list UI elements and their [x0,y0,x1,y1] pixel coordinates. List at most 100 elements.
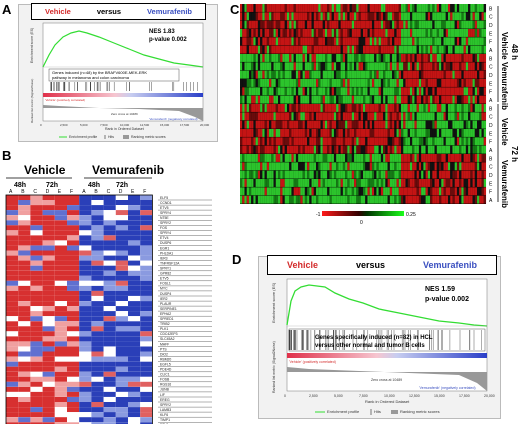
heatmap-c-cell [244,87,247,96]
heatmap-c-cell [369,29,372,37]
heatmap-c-cell [383,137,386,146]
heatmap-c-cell [430,37,433,46]
heatmap-c-cell [371,37,375,46]
heatmap-c-cell [425,112,428,121]
heatmap-c-cell [392,112,395,121]
heatmap-b-vemurafenib: Vemurafenib [92,163,164,177]
heatmap-c-cell [360,62,364,71]
heatmap-c-cell [351,187,355,196]
heatmap-c-cell [481,87,484,96]
heatmap-c-cell [459,145,462,154]
heatmap-c-cell [262,170,265,179]
heatmap-c-cell [275,54,279,62]
heatmap-c-cell [351,195,355,204]
heatmap-c-cell [291,170,294,179]
heatmap-b-gene-label: KLF6 [160,413,168,417]
heatmap-b-cell [42,397,55,402]
heatmap-c-cell [445,120,449,129]
heatmap-c-cell [345,87,348,96]
gsea-a-pos-label: 'Vehicle' (positively correlated) [45,98,85,102]
heatmap-c-cell [262,137,265,146]
heatmap-c-cell [371,137,375,146]
heatmap-b-cell [103,225,116,231]
heatmap-c-cell [418,12,422,21]
heatmap-c-row-letter: F [489,40,492,46]
heatmap-c-cell [389,179,393,187]
heatmap-b-cell [30,240,43,246]
heatmap-c-cell [465,170,469,179]
heatmap-b-cell [79,200,92,205]
heatmap-c-cell [371,120,375,129]
heatmap-c-cell [282,45,285,54]
heatmap-b-cell [103,275,116,281]
heatmap-c-cell [447,70,451,79]
heatmap-c-cell [472,79,475,87]
heatmap-b-cell [42,240,55,246]
heatmap-c-cell [347,120,350,129]
heatmap-c-cell [445,195,449,204]
heatmap-b-veh-48h: 48h [14,182,26,189]
heatmap-c-cell [441,29,444,37]
heatmap-c-cell [454,12,457,21]
heatmap-c-cell [360,145,364,154]
heatmap-c-cell [434,37,437,46]
heatmap-c-cell [300,104,303,112]
heatmap-c-cell [481,79,484,87]
heatmap-c-cell [246,37,249,46]
heatmap-c-cell [284,95,288,104]
heatmap-c-cell [439,120,442,129]
heatmap-c-cell [309,129,312,137]
heatmap-b-cell [67,422,80,424]
heatmap-c-cell [434,79,437,87]
gsea-d-hits [288,330,482,350]
heatmap-b-cell [91,235,104,241]
heatmap-c-cell [340,20,343,29]
heatmap-c-cell [302,179,305,187]
heatmap-c-cell [454,112,457,121]
heatmap-c-cell [378,129,381,137]
heatmap-c-cell [331,179,334,187]
heatmap-c-cell [333,162,337,171]
heatmap-b-gene-label: DUSP4 [160,292,171,296]
heatmap-c-cell [425,54,428,62]
heatmap-c-cell [367,70,370,79]
heatmap-c-cell [416,4,419,12]
heatmap-c-cell [443,170,446,179]
gsea-a-nes: NES 1.83 [149,29,175,35]
heatmap-c-cell [432,29,435,37]
heatmap-c-cell [403,37,406,46]
heatmap-c-cell [331,87,334,96]
heatmap-c-cell [396,79,399,87]
heatmap-c-cell [340,29,343,37]
gsea-a-vehicle-label: Vehicle [44,7,71,16]
heatmap-c-cell [423,29,426,37]
heatmap-c-cell [418,45,422,54]
heatmap-b-cell [54,402,67,407]
heatmap-c-cell [354,54,357,62]
heatmap-b-cell [18,376,31,382]
heatmap-c-cell [302,4,305,12]
heatmap-c-cell [409,54,413,62]
heatmap-b-gene-label: FOS [160,226,168,230]
heatmap-c-cell [280,145,283,154]
heatmap-c-cell [293,20,296,29]
heatmap-c-cell [242,179,245,187]
heatmap-c-cell [421,95,424,104]
heatmap-c-cell [304,145,308,154]
heatmap-c-cell [271,87,274,96]
heatmap-c-cell [454,120,457,129]
heatmap-c-row-letter: F [489,190,492,196]
heatmap-b-cell [115,402,128,407]
heatmap-c-cell [456,87,460,96]
heatmap-c-cell [248,62,252,71]
heatmap-b-cell [79,215,92,221]
heatmap-c-cell [318,187,321,196]
heatmap-c-cell [412,29,415,37]
heatmap-c-cell [423,79,426,87]
heatmap-c-cell [300,120,303,129]
heatmap-c-cell [456,104,460,112]
heatmap-c-cell [242,170,245,179]
heatmap-c-cell [432,187,435,196]
heatmap-c-cell [392,129,395,137]
heatmap-c-cell [298,129,301,137]
